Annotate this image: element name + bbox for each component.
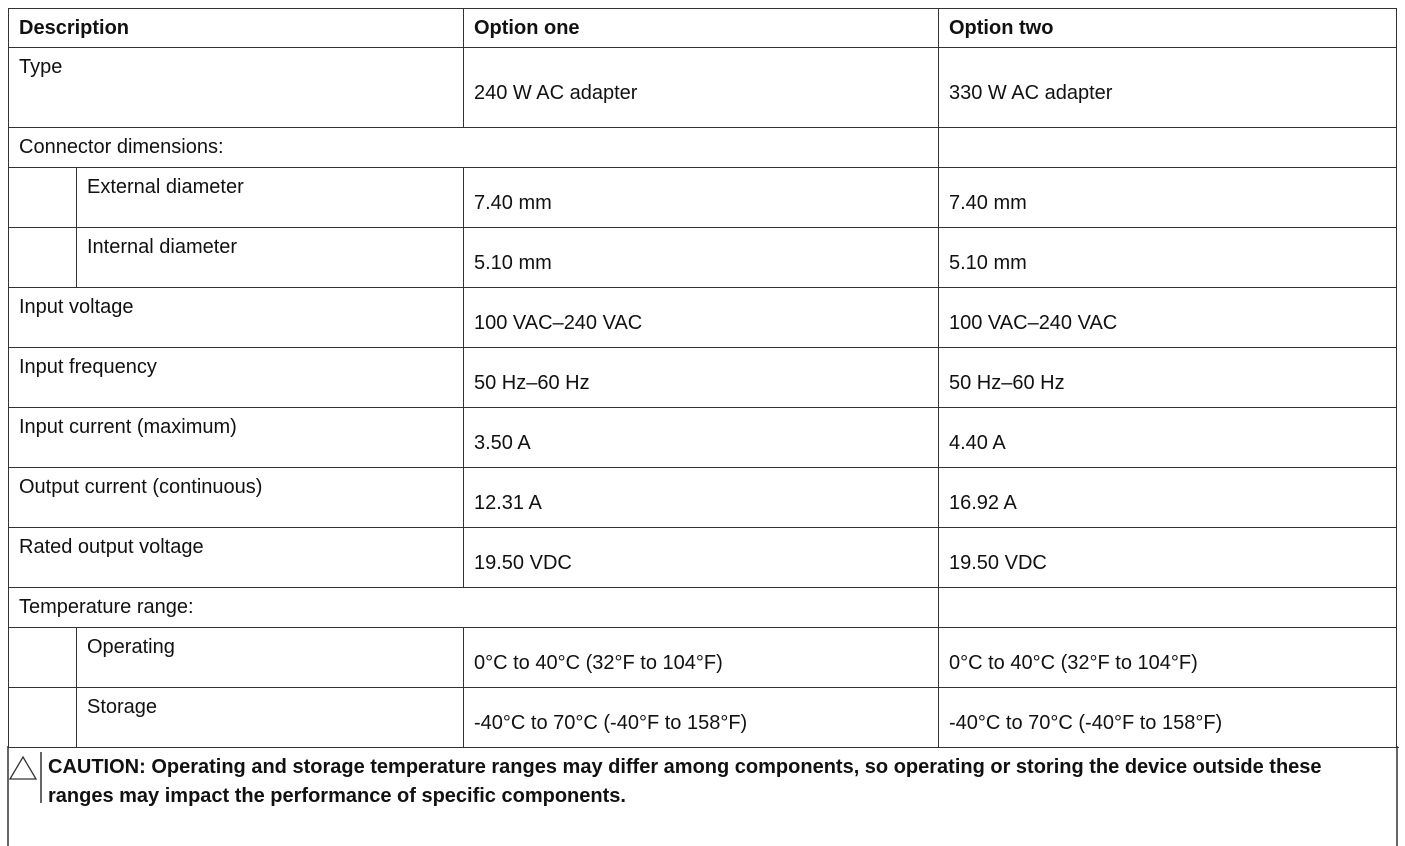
row-label: Input current (maximum) bbox=[8, 407, 463, 467]
row-label: Type bbox=[8, 47, 463, 127]
group-label: Connector dimensions: bbox=[8, 127, 938, 167]
value: 3.50 A bbox=[463, 407, 938, 467]
value: 50 Hz–60 Hz bbox=[463, 347, 938, 407]
header-cell: Option one bbox=[463, 8, 938, 47]
indent bbox=[8, 227, 76, 287]
value: 12.31 A bbox=[463, 467, 938, 527]
value: -40°C to 70°C (-40°F to 158°F) bbox=[463, 687, 938, 747]
row-label: External diameter bbox=[76, 167, 463, 227]
row-label: Operating bbox=[76, 627, 463, 687]
value: 50 Hz–60 Hz bbox=[938, 347, 1397, 407]
value: 5.10 mm bbox=[938, 227, 1397, 287]
indent bbox=[8, 687, 76, 747]
value: 7.40 mm bbox=[463, 167, 938, 227]
row-label: Storage bbox=[76, 687, 463, 747]
value: 5.10 mm bbox=[463, 227, 938, 287]
rule bbox=[8, 747, 1399, 748]
group-label: Temperature range: bbox=[8, 587, 938, 627]
row-label: Rated output voltage bbox=[8, 527, 463, 587]
caution-text: CAUTION: Operating and storage temperatu… bbox=[48, 756, 1322, 807]
value: 7.40 mm bbox=[938, 167, 1397, 227]
value: 4.40 A bbox=[938, 407, 1397, 467]
value: 19.50 VDC bbox=[938, 527, 1397, 587]
indent bbox=[8, 167, 76, 227]
value: -40°C to 70°C (-40°F to 158°F) bbox=[938, 687, 1397, 747]
value: 16.92 A bbox=[938, 467, 1397, 527]
indent bbox=[8, 627, 76, 687]
value: 330 W AC adapter bbox=[938, 47, 1397, 127]
row-label: Input frequency bbox=[8, 347, 463, 407]
value: 0°C to 40°C (32°F to 104°F) bbox=[463, 627, 938, 687]
value: 19.50 VDC bbox=[463, 527, 938, 587]
value: 240 W AC adapter bbox=[463, 47, 938, 127]
row-label: Output current (continuous) bbox=[8, 467, 463, 527]
header-cell: Option two bbox=[938, 8, 1397, 47]
cell bbox=[938, 587, 1397, 627]
value: 100 VAC–240 VAC bbox=[938, 287, 1397, 347]
cell bbox=[938, 127, 1397, 167]
row-label: Input voltage bbox=[8, 287, 463, 347]
value: 100 VAC–240 VAC bbox=[463, 287, 938, 347]
row-label: Internal diameter bbox=[76, 227, 463, 287]
header-cell: Description bbox=[8, 8, 463, 47]
value: 0°C to 40°C (32°F to 104°F) bbox=[938, 627, 1397, 687]
